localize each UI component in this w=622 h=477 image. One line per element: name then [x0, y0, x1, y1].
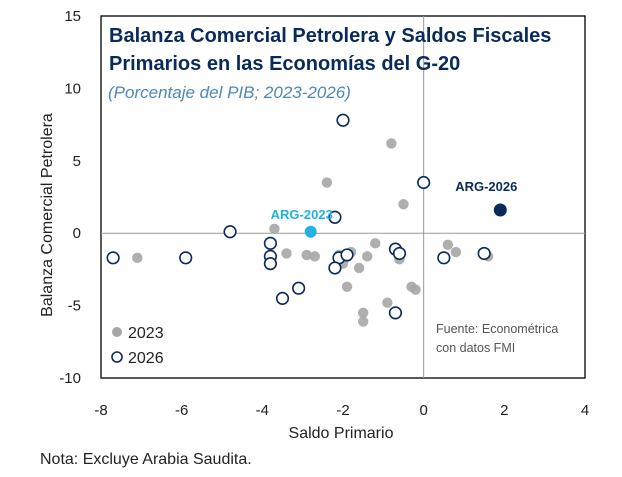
y-tick-label: 15 [64, 8, 81, 25]
label-arg-2023: ARG-2023 [271, 207, 333, 222]
plot-frame [100, 15, 586, 379]
point-2023 [309, 251, 320, 262]
x-tick-labels: -8 -6 -4 -2 0 2 4 [94, 402, 589, 419]
footnote: Nota: Excluye Arabia Saudita. [40, 451, 252, 468]
x-tick-label: -2 [336, 402, 349, 419]
point-2026 [477, 246, 491, 261]
legend-2023-label: 2023 [128, 325, 164, 342]
x-tick-label: 0 [419, 402, 427, 419]
y-axis-label: Balanza Comercial Petrolera [39, 113, 56, 317]
y-tick-label: -10 [59, 370, 81, 387]
x-tick-label: 2 [500, 402, 508, 419]
point-2023 [321, 177, 333, 188]
point-2023 [357, 307, 369, 319]
point-2023 [450, 246, 462, 258]
legend-2026-marker [111, 351, 123, 363]
x-tick-label: -4 [256, 402, 269, 419]
point-2026 [392, 246, 407, 261]
y-tick-label: 5 [73, 153, 81, 170]
data-points: ARG-2023 ARG-2026 [106, 113, 517, 327]
point-2026 [417, 175, 431, 190]
point-2026 [328, 261, 342, 275]
point-2023 [357, 316, 369, 327]
point-arg-2026 [493, 203, 507, 217]
point-2026 [336, 113, 350, 127]
point-2023 [410, 284, 421, 295]
point-2023 [362, 251, 373, 262]
x-tick-label: 4 [581, 402, 589, 419]
chart-title-line1: Balanza Comercial Petrolera y Saldos Fis… [109, 25, 551, 47]
point-arg-2023 [304, 225, 317, 238]
x-tick-label: -6 [175, 402, 188, 419]
point-2023 [281, 248, 292, 259]
chart-subtitle: (Porcentaje del PIB; 2023-2026) [108, 83, 351, 102]
y-tick-label: 10 [64, 80, 81, 97]
legend-2026-label: 2026 [128, 350, 164, 367]
point-2023 [269, 223, 280, 235]
point-2026 [437, 251, 451, 265]
point-2026 [388, 306, 403, 320]
point-2023 [442, 239, 454, 250]
point-2023 [353, 262, 365, 274]
point-2023 [132, 252, 143, 264]
point-2023 [398, 199, 409, 210]
point-2026 [223, 225, 237, 239]
x-tick-label: -8 [94, 402, 107, 419]
point-2026 [263, 236, 278, 250]
source-line2: con datos FMI [436, 341, 515, 355]
point-2026 [179, 251, 193, 265]
point-2023 [301, 249, 312, 261]
y-tick-label: 0 [73, 225, 81, 242]
point-2026 [292, 281, 306, 295]
label-arg-2026: ARG-2026 [455, 179, 517, 194]
y-tick-labels: 15 10 5 0 -5 -10 [59, 8, 81, 387]
point-2026 [340, 248, 354, 262]
point-2023 [382, 297, 393, 308]
y-tick-label: -5 [68, 298, 81, 315]
point-2023 [341, 281, 353, 292]
legend-2023-marker [112, 327, 122, 337]
x-axis-label: Saldo Primario [289, 425, 394, 442]
point-2026 [328, 210, 342, 224]
point-2023 [386, 138, 397, 149]
point-2026 [263, 257, 278, 271]
source-line1: Fuente: Econométrica [436, 322, 558, 336]
chart-title-line2: Primarios en las Economías del G-20 [109, 53, 460, 75]
point-2026 [275, 291, 290, 305]
point-2023 [370, 238, 381, 249]
point-2026 [106, 251, 120, 265]
